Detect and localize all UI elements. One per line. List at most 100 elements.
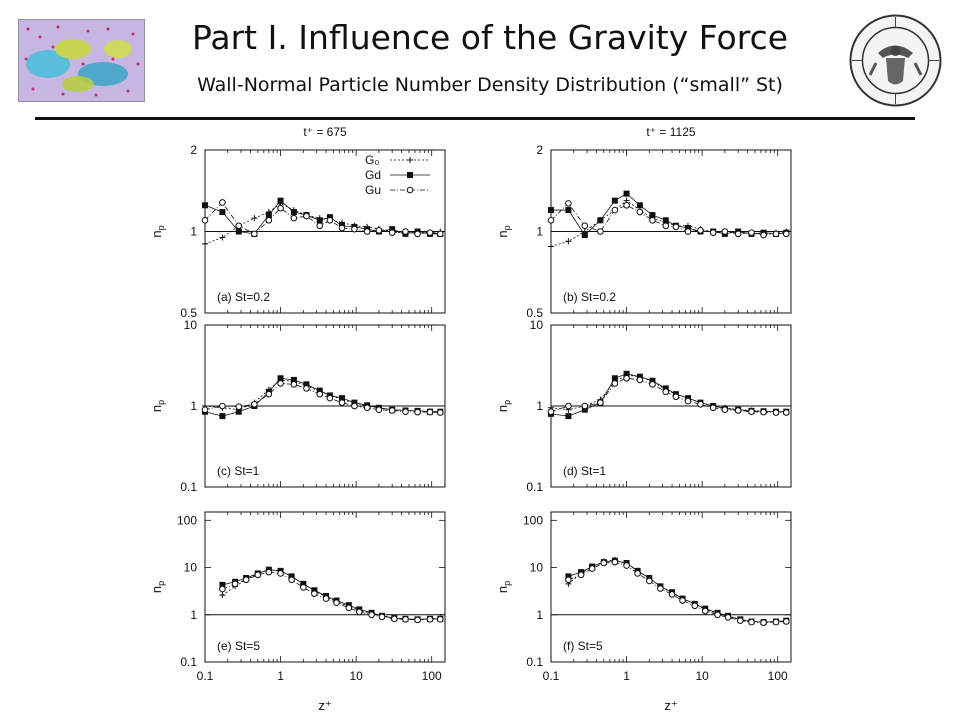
circle-marker <box>219 585 226 593</box>
circle-marker <box>402 228 409 235</box>
circle-marker <box>235 222 243 230</box>
y-tick-label: 1 <box>190 225 197 239</box>
circle-marker <box>668 591 676 598</box>
x-tick-label: 100 <box>422 669 442 683</box>
plus-marker <box>219 234 226 241</box>
circle-marker <box>326 216 334 224</box>
plot-panel: 0.5 1 2 np (b) St=0.2 <box>495 143 792 320</box>
circle-marker <box>760 619 767 626</box>
circle-marker <box>219 199 226 206</box>
circle-marker <box>201 216 209 224</box>
y-tick-label: 10 <box>530 318 544 332</box>
square-marker <box>597 217 604 224</box>
circle-marker <box>388 407 396 414</box>
y-tick-label: 1 <box>190 399 197 413</box>
circle-marker <box>657 585 664 592</box>
legend-label: G₀ <box>365 153 379 167</box>
circle-marker <box>748 229 755 236</box>
x-tick-label: 1 <box>277 669 284 683</box>
circle-marker <box>623 562 630 569</box>
legend-label: Gu <box>365 183 381 197</box>
square-marker <box>649 377 656 384</box>
turbulence-visualization-image <box>18 19 145 102</box>
square-marker <box>662 385 669 392</box>
circle-marker <box>338 399 346 406</box>
circle-marker <box>634 570 641 577</box>
circle-marker <box>378 613 386 621</box>
circle-marker <box>772 230 780 238</box>
circle-marker <box>316 390 324 398</box>
circle-marker <box>242 576 250 584</box>
circle-marker <box>611 558 619 566</box>
circle-marker <box>697 400 704 408</box>
circle-marker <box>714 611 721 619</box>
circle-marker <box>251 400 258 408</box>
circle-marker <box>414 230 421 238</box>
series-line <box>568 561 787 624</box>
column-header: t⁺ = 675 <box>303 125 347 139</box>
circle-marker <box>636 208 644 216</box>
square-marker <box>338 395 345 402</box>
y-tick-label: 0.5 <box>180 306 197 320</box>
circle-marker <box>351 225 358 233</box>
square-marker <box>311 587 318 594</box>
square-marker <box>649 212 656 219</box>
plot-frame <box>550 511 792 663</box>
circle-marker <box>623 201 630 209</box>
circle-marker <box>672 393 680 401</box>
circle-marker <box>684 397 692 405</box>
circle-marker <box>662 222 670 230</box>
square-marker <box>407 172 413 178</box>
circle-marker <box>265 568 273 576</box>
plus-marker <box>565 238 572 245</box>
circle-marker <box>636 376 644 384</box>
plot-panel: 0.1 1 10 100 np 0.1 1 10 100 z⁺ (f) St=5 <box>495 511 792 713</box>
circle-marker <box>565 402 572 410</box>
square-marker <box>611 197 618 204</box>
circle-marker <box>303 385 310 392</box>
y-axis-label: np <box>495 581 512 593</box>
square-marker <box>300 580 307 587</box>
square-marker <box>290 376 297 383</box>
circle-marker <box>437 230 444 238</box>
series-line <box>568 560 787 623</box>
square-marker <box>548 207 554 214</box>
square-marker <box>351 399 358 406</box>
circle-marker <box>326 394 334 402</box>
circle-marker <box>734 230 742 238</box>
circle-marker <box>734 407 742 414</box>
panel-label: (a) St=0.2 <box>217 290 270 304</box>
square-marker <box>288 573 295 580</box>
circle-marker <box>414 616 421 624</box>
circle-marker <box>265 390 273 398</box>
circle-marker <box>426 229 434 236</box>
square-marker <box>565 413 572 420</box>
circle-marker <box>402 616 409 623</box>
square-marker <box>611 375 618 382</box>
circle-marker <box>588 565 596 572</box>
plus-marker <box>202 240 208 247</box>
y-tick-label: 100 <box>177 513 197 527</box>
circle-marker <box>300 584 307 591</box>
y-tick-label: 0.5 <box>526 306 543 320</box>
circle-marker <box>600 559 608 567</box>
square-marker <box>581 406 588 413</box>
series-line <box>568 559 787 623</box>
y-tick-label: 0.1 <box>180 655 197 669</box>
plot-panel: 0.1 1 10 np (c) St=1 <box>149 318 446 494</box>
circle-marker <box>697 227 704 234</box>
y-axis-label: np <box>149 581 166 593</box>
square-marker <box>581 232 588 239</box>
circle-marker <box>672 223 680 231</box>
circle-marker <box>701 607 709 615</box>
square-marker <box>303 381 310 388</box>
title-divider <box>35 117 915 120</box>
circle-marker <box>623 374 630 382</box>
circle-marker <box>547 408 555 416</box>
circle-marker <box>597 399 604 406</box>
circle-marker <box>649 216 656 224</box>
circle-marker <box>783 618 790 625</box>
plus-marker <box>251 215 258 222</box>
square-marker <box>202 202 208 209</box>
